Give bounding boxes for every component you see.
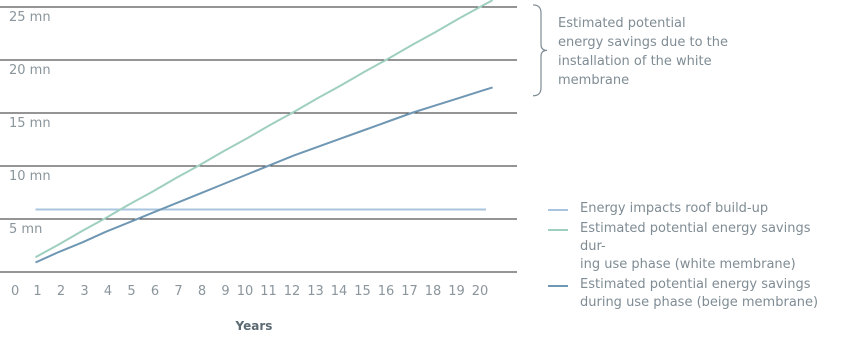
grid-lines — [0, 6, 517, 273]
legend-label: Estimated potential energy savings durin… — [580, 277, 819, 310]
legend-swatch — [548, 285, 568, 287]
y-tick-label: 15 mn — [9, 116, 51, 131]
legend-swatch — [548, 229, 568, 231]
x-tick-label: 15 — [354, 284, 371, 299]
legend-swatch — [548, 209, 568, 211]
series-line-2 — [35, 0, 494, 259]
annotation-text: Estimated potential energy savings due t… — [558, 16, 729, 88]
legend-label: Estimated potential energy savings dur- … — [580, 221, 811, 272]
x-tick-label: 5 — [127, 284, 135, 299]
y-tick-label: 10 mn — [9, 169, 51, 184]
y-tick-labels: 5 mn 10 mn 15 mn 20 mn 25 mn — [9, 10, 51, 237]
x-tick-label: 9 — [221, 284, 229, 299]
legend-item-roof: Energy impacts roof build-up — [548, 200, 848, 218]
y-tick-label: 20 mn — [9, 63, 51, 78]
x-tick-label: 7 — [174, 284, 182, 299]
legend-item-beige: Estimated potential energy savings durin… — [548, 276, 848, 312]
series-lines — [35, 0, 494, 264]
x-tick-label: 19 — [448, 284, 465, 299]
x-tick-label: 18 — [425, 284, 442, 299]
y-tick-label: 5 mn — [9, 222, 42, 237]
x-tick-label: 4 — [104, 284, 112, 299]
x-tick-label: 6 — [151, 284, 159, 299]
x-tick-label: 11 — [260, 284, 277, 299]
legend: Energy impacts roof build-up Estimated p… — [548, 200, 848, 314]
x-tick-label: 20 — [472, 284, 489, 299]
annotation-brace — [532, 4, 548, 97]
x-tick-label: 12 — [284, 284, 301, 299]
y-tick-label: 25 mn — [9, 10, 51, 25]
x-tick-label: 1 — [33, 284, 41, 299]
x-tick-label: 13 — [307, 284, 324, 299]
x-axis-label: Years — [235, 319, 273, 333]
x-tick-label: 8 — [198, 284, 206, 299]
x-tick-label: 2 — [57, 284, 65, 299]
legend-item-white: Estimated potential energy savings dur- … — [548, 220, 848, 274]
x-tick-labels: 0 1 2 3 4 5 6 7 8 9 10 11 12 13 14 15 16 17 18 19 20 — [11, 284, 488, 299]
x-tick-label: 3 — [80, 284, 88, 299]
series-line-3 — [35, 86, 493, 264]
x-tick-label: 10 — [237, 284, 254, 299]
legend-label: Energy impacts roof build-up — [580, 201, 769, 216]
x-tick-label: 16 — [378, 284, 395, 299]
x-tick-label: 0 — [11, 284, 19, 299]
x-tick-label: 17 — [401, 284, 418, 299]
x-tick-label: 14 — [331, 284, 348, 299]
